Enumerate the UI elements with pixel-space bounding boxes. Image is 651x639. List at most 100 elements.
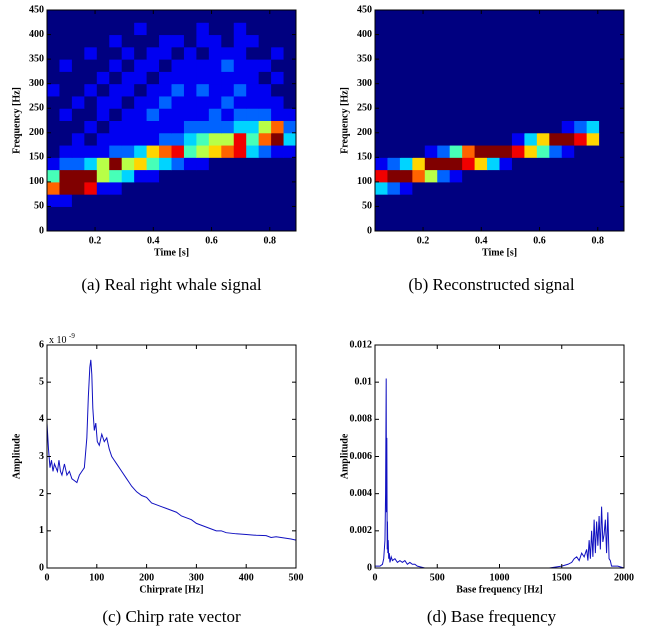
- heat-cell: [59, 132, 73, 146]
- heat-cell: [271, 157, 285, 171]
- y-tick-label: 450: [357, 4, 372, 15]
- heat-cell: [109, 132, 123, 146]
- heat-cell: [611, 132, 625, 146]
- heat-cell: [487, 59, 500, 72]
- heat-cell: [59, 157, 73, 171]
- heat-cell: [511, 120, 525, 134]
- heat-cell: [171, 206, 185, 220]
- heat-cell: [208, 83, 222, 97]
- axes-frame: [374, 9, 625, 232]
- heat-cell: [412, 108, 426, 121]
- axis-multiplier: x 10: [49, 335, 67, 346]
- heat-cell: [208, 10, 222, 23]
- heat-cell: [561, 169, 575, 183]
- heat-cell: [47, 59, 60, 72]
- heat-cell: [134, 157, 148, 171]
- heat-cell: [221, 22, 235, 36]
- heat-cell: [599, 169, 613, 183]
- heat-cell: [536, 83, 550, 97]
- heat-cell: [574, 181, 588, 195]
- y-axis-label: Frequency [Hz]: [339, 87, 350, 154]
- heat-cell: [171, 95, 185, 109]
- heat-cell: [474, 71, 488, 85]
- heat-cell: [387, 181, 401, 195]
- heat-cell: [246, 206, 260, 220]
- heat-cell: [399, 46, 413, 60]
- axis-multiplier-exponent: -9: [69, 332, 75, 340]
- heat-cell: [499, 181, 513, 195]
- heat-cell: [586, 194, 600, 207]
- x-tick-label: 2000: [614, 572, 634, 583]
- heat-cell: [71, 120, 85, 134]
- heat-cell: [524, 71, 538, 85]
- heat-cell: [375, 46, 388, 60]
- heat-cell: [96, 108, 110, 121]
- heat-cell: [196, 95, 210, 109]
- heat-cell: [474, 218, 488, 232]
- heat-cell: [449, 10, 463, 23]
- heat-cell: [474, 83, 488, 97]
- heat-cell: [437, 181, 451, 195]
- heat-cell: [449, 46, 463, 60]
- heat-cell: [487, 83, 500, 97]
- heat-cell: [283, 132, 297, 146]
- heat-cell: [196, 34, 210, 48]
- heat-cell: [233, 22, 247, 36]
- heat-cell: [183, 83, 197, 97]
- heat-cell: [183, 95, 197, 109]
- heat-cell: [549, 181, 563, 195]
- line-series: [46, 359, 297, 541]
- heat-cell: [437, 95, 451, 109]
- heat-cell: [511, 10, 525, 23]
- heat-cell: [462, 145, 476, 158]
- heat-cell: [549, 95, 563, 109]
- heat-cell: [611, 46, 625, 60]
- heat-cell: [499, 145, 513, 158]
- heat-cell: [71, 22, 85, 36]
- heat-cell: [47, 218, 60, 232]
- heat-cell: [586, 108, 600, 121]
- heat-cell: [424, 34, 438, 48]
- heat-cell: [84, 95, 98, 109]
- heat-cell: [109, 169, 123, 183]
- heat-cell: [121, 145, 135, 158]
- heat-cell: [171, 157, 185, 171]
- heat-cell: [146, 218, 160, 232]
- heat-cell: [208, 71, 222, 85]
- heat-cell: [586, 46, 600, 60]
- heat-cell: [134, 169, 148, 183]
- heat-cell: [246, 95, 260, 109]
- heat-cell: [375, 59, 388, 72]
- heat-cell: [449, 71, 463, 85]
- heat-cell: [511, 181, 525, 195]
- heat-cell: [412, 157, 426, 171]
- heat-cell: [387, 83, 401, 97]
- heat-cell: [599, 108, 613, 121]
- heat-cell: [71, 169, 85, 183]
- heat-cell: [121, 132, 135, 146]
- heat-cell: [121, 169, 135, 183]
- x-tick-label: 100: [89, 572, 104, 583]
- heat-cell: [159, 132, 172, 146]
- heat-cell: [221, 120, 235, 134]
- heat-cell: [258, 59, 272, 72]
- heat-cell: [449, 206, 463, 220]
- heat-cell: [511, 132, 525, 146]
- heat-cell: [183, 71, 197, 85]
- heat-cell: [146, 59, 160, 72]
- heat-cell: [536, 181, 550, 195]
- heat-cell: [412, 218, 426, 232]
- heat-cell: [271, 46, 285, 60]
- y-tick-label: 1: [39, 525, 44, 536]
- heat-cell: [171, 218, 185, 232]
- heat-cell: [524, 95, 538, 109]
- heat-cell: [611, 157, 625, 171]
- heat-cell: [399, 181, 413, 195]
- y-tick-label: 0.004: [350, 488, 373, 499]
- heat-cell: [524, 157, 538, 171]
- heat-cell: [47, 169, 60, 183]
- heat-cell: [511, 95, 525, 109]
- heat-cell: [258, 34, 272, 48]
- heat-cell: [134, 218, 148, 232]
- heat-cell: [146, 22, 160, 36]
